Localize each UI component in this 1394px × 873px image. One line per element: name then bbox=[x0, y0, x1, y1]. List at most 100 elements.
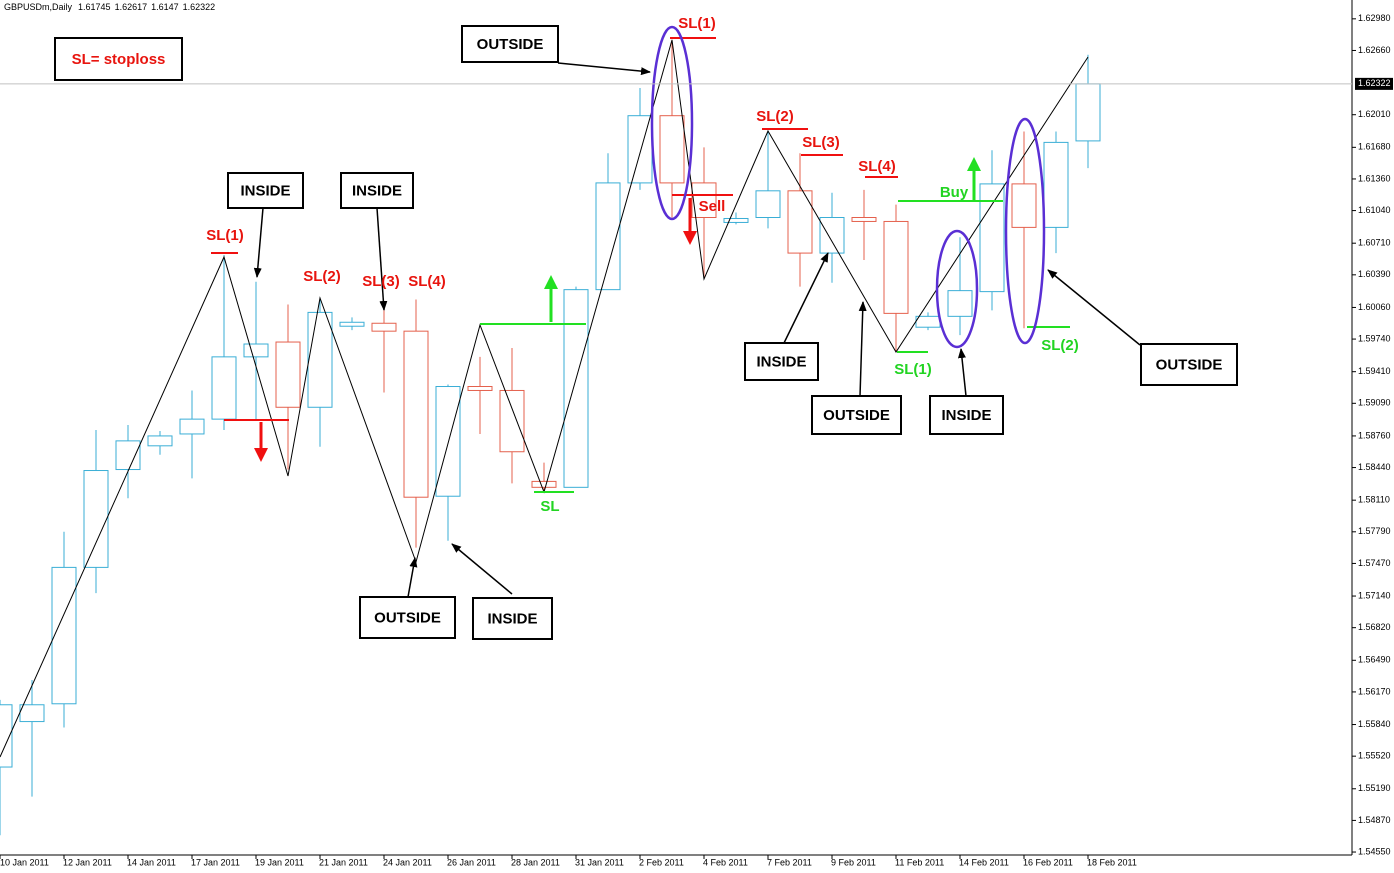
annotation-label: OUTSIDE bbox=[823, 407, 890, 424]
pointer-arrow bbox=[557, 62, 651, 76]
y-tick-label: 1.61680 bbox=[1358, 142, 1391, 152]
pointer-arrow bbox=[1047, 269, 1141, 346]
header-close: 1.62322 bbox=[183, 2, 216, 12]
pointer-arrow bbox=[376, 207, 388, 311]
x-tick-label: 14 Jan 2011 bbox=[127, 857, 176, 867]
y-tick-label: 1.58440 bbox=[1358, 462, 1391, 472]
y-tick-label: 1.60710 bbox=[1358, 238, 1391, 248]
annotation-box bbox=[340, 172, 414, 209]
candle-body bbox=[51, 566, 77, 705]
annotation-box bbox=[1140, 343, 1238, 386]
candle-body bbox=[499, 389, 525, 453]
candle-body bbox=[819, 217, 845, 254]
highlight-ellipse bbox=[935, 229, 979, 349]
candle-body bbox=[787, 190, 813, 254]
pointer-arrow bbox=[253, 207, 264, 278]
y-tick-label: 1.62010 bbox=[1358, 109, 1391, 119]
y-tick-label: 1.56820 bbox=[1358, 622, 1391, 632]
candle-body bbox=[19, 704, 45, 723]
candle-body bbox=[147, 435, 173, 447]
pointer-arrow bbox=[957, 348, 967, 397]
x-tick-label: 31 Jan 2011 bbox=[575, 857, 624, 867]
y-tick-label: 1.54550 bbox=[1358, 846, 1391, 856]
y-tick-label: 1.61360 bbox=[1358, 173, 1391, 183]
y-tick-label: 1.55840 bbox=[1358, 719, 1391, 729]
y-tick-label: 1.59410 bbox=[1358, 366, 1391, 376]
pointer-arrow bbox=[783, 252, 829, 344]
current-price-box bbox=[1355, 77, 1393, 90]
candle-body bbox=[403, 330, 429, 498]
y-tick-label: 1.55190 bbox=[1358, 783, 1391, 793]
stoploss-lines bbox=[211, 37, 898, 462]
candle-body bbox=[83, 470, 109, 568]
y-tick-label: 1.61040 bbox=[1358, 205, 1391, 215]
candle-body bbox=[627, 115, 653, 184]
annotation-label: INSIDE bbox=[487, 610, 537, 627]
candle-body bbox=[691, 182, 717, 219]
annotation-box bbox=[227, 172, 304, 209]
annotation-label: SL= stoploss bbox=[72, 51, 166, 68]
annotation-label: INSIDE bbox=[941, 407, 991, 424]
candle-body bbox=[659, 115, 685, 184]
y-tick-label: 1.56490 bbox=[1358, 655, 1391, 665]
y-tick-label: 1.54870 bbox=[1358, 815, 1391, 825]
y-tick-label: 1.57140 bbox=[1358, 590, 1391, 600]
annotation-box bbox=[359, 596, 456, 639]
y-tick-label: 1.58110 bbox=[1358, 495, 1390, 505]
pointer-arrow bbox=[451, 543, 513, 595]
y-tick-label: 1.59740 bbox=[1358, 333, 1391, 343]
candle-body bbox=[339, 321, 365, 327]
candle-body bbox=[243, 343, 269, 358]
y-tick-label: 1.55520 bbox=[1358, 751, 1391, 761]
buy-label: SL(2) bbox=[1041, 337, 1079, 354]
buy-label: Buy bbox=[940, 184, 969, 201]
x-tick-label: 2 Feb 2011 bbox=[639, 857, 684, 867]
header-low: 1.6147 bbox=[151, 2, 179, 12]
candle-body bbox=[915, 315, 941, 328]
sell-label: SL(2) bbox=[756, 108, 794, 125]
x-tick-label: 4 Feb 2011 bbox=[703, 857, 748, 867]
x-tick-label: 12 Jan 2011 bbox=[63, 857, 112, 867]
y-tick-label: 1.56170 bbox=[1358, 686, 1391, 696]
candle-body bbox=[307, 311, 333, 408]
current-price-label: 1.62322 bbox=[1358, 78, 1391, 88]
candle-body bbox=[947, 290, 973, 317]
x-tick-label: 14 Feb 2011 bbox=[959, 857, 1009, 867]
annotations: SL= stoploss OUTSIDE INSIDE INSIDE OUTSIDE IN… bbox=[0, 15, 1238, 758]
candle-body bbox=[115, 440, 141, 471]
y-tick-label: 1.62980 bbox=[1358, 13, 1391, 23]
highlights bbox=[650, 25, 1046, 349]
x-tick-label: 21 Jan 2011 bbox=[319, 857, 368, 867]
annotation-box bbox=[461, 25, 559, 63]
x-tick-label: 7 Feb 2011 bbox=[767, 857, 812, 867]
candle-body bbox=[531, 480, 557, 488]
candle-body bbox=[275, 341, 301, 408]
annotation-box bbox=[744, 342, 819, 381]
x-tick-label: 26 Jan 2011 bbox=[447, 857, 496, 867]
candle-body bbox=[883, 220, 909, 314]
candle-body bbox=[563, 289, 589, 488]
y-tick-label: 1.60390 bbox=[1358, 269, 1391, 279]
annotation-label: OUTSIDE bbox=[1156, 356, 1223, 373]
annotation-box bbox=[54, 37, 183, 81]
x-tick-label: 24 Jan 2011 bbox=[383, 857, 432, 867]
highlight-ellipse bbox=[1004, 117, 1046, 345]
pointer-arrow bbox=[858, 301, 867, 397]
candle-body bbox=[723, 217, 749, 223]
candle-body bbox=[851, 217, 877, 222]
x-tick-label: 16 Feb 2011 bbox=[1023, 857, 1073, 867]
x-tick-label: 9 Feb 2011 bbox=[831, 857, 876, 867]
x-tick-label: 28 Jan 2011 bbox=[511, 857, 560, 867]
candle-body bbox=[211, 356, 237, 420]
y-tick-label: 1.57470 bbox=[1358, 558, 1391, 568]
chart-title: GBPUSDm,Daily bbox=[4, 2, 73, 12]
annotation-box bbox=[472, 597, 553, 640]
buy-label: SL(1) bbox=[894, 361, 932, 378]
annotation-label: INSIDE bbox=[756, 353, 806, 370]
x-tick-label: 18 Feb 2011 bbox=[1087, 857, 1137, 867]
sell-label: SL(3) bbox=[802, 134, 840, 151]
sell-label: SL(4) bbox=[408, 273, 446, 290]
